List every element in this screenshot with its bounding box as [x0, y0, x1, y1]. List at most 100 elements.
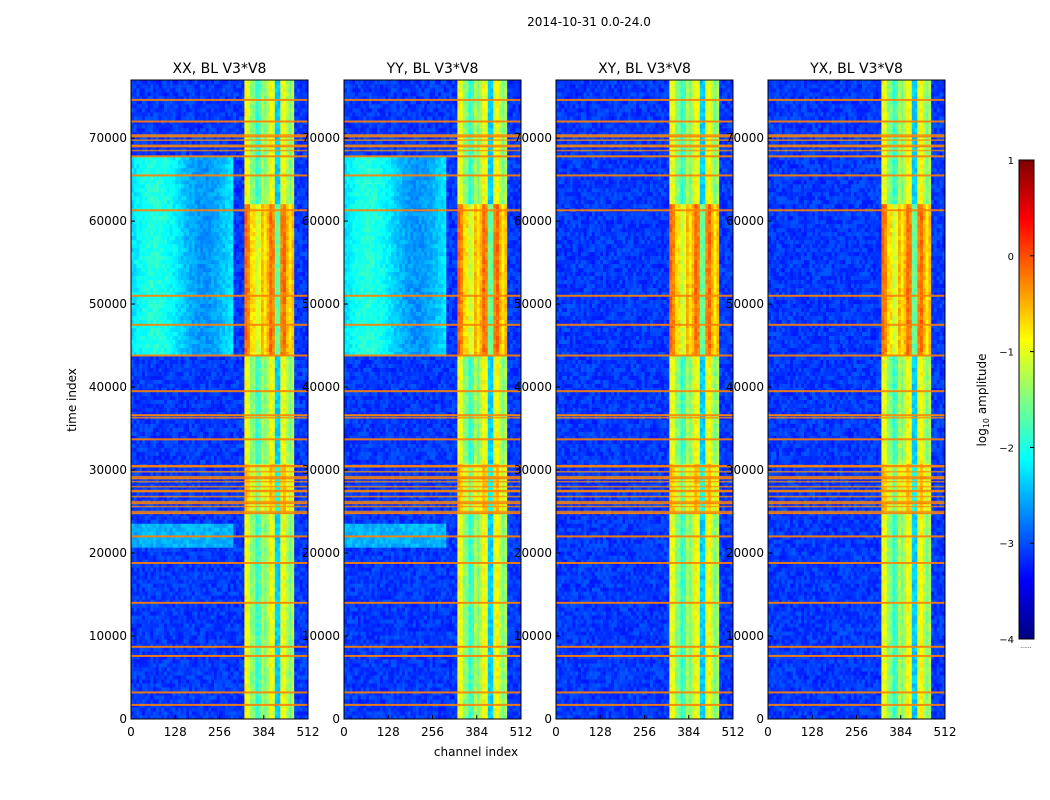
heatmap-cell — [150, 671, 153, 675]
heatmap-cell — [222, 687, 225, 691]
heatmap-cell — [178, 671, 181, 675]
heatmap-cell — [280, 671, 283, 675]
heatmap-cell — [250, 683, 253, 687]
heatmap-cell — [239, 667, 242, 671]
heatmap-cell — [161, 663, 164, 667]
heatmap-cell — [137, 687, 140, 691]
heatmap-cell — [228, 687, 231, 691]
heatmap-cell — [220, 687, 223, 691]
heatmap-cell — [220, 707, 223, 711]
heatmap-cell — [272, 679, 275, 683]
heatmap-cell — [148, 671, 151, 675]
heatmap-cell — [272, 667, 275, 671]
heatmap-cell — [255, 659, 258, 663]
heatmap-cell — [239, 663, 242, 667]
heatmap-cell — [170, 667, 173, 671]
heatmap-cell — [222, 659, 225, 663]
heatmap-cell — [280, 711, 283, 715]
heatmap-cell — [156, 687, 159, 691]
heatmap-cell — [250, 687, 253, 691]
heatmap-cell — [159, 707, 162, 711]
heatmap-cell — [197, 711, 200, 715]
heatmap-cell — [206, 659, 209, 663]
heatmap-cell — [139, 675, 142, 679]
heatmap-cell — [167, 683, 170, 687]
heatmap-cell — [172, 675, 175, 679]
heatmap-cell — [192, 679, 195, 683]
y-axis-label: time index — [65, 368, 79, 432]
heatmap-cell — [189, 687, 192, 691]
heatmap-cell — [159, 663, 162, 667]
heatmap-cell — [142, 663, 145, 667]
heatmap-cell — [233, 695, 236, 699]
heatmap-cell — [255, 679, 258, 683]
heatmap-cell — [139, 695, 142, 699]
heatmap-cell — [161, 707, 164, 711]
heatmap-cell — [150, 659, 153, 663]
heatmap-cell — [236, 707, 239, 711]
heatmap-cell — [291, 683, 294, 687]
heatmap-cell — [200, 687, 203, 691]
heatmap-cell — [225, 699, 228, 703]
heatmap-cell — [203, 659, 206, 663]
heatmap-cell — [197, 707, 200, 711]
heatmap-cell — [153, 699, 156, 703]
heatmap-cell — [302, 671, 305, 675]
heatmap-cell — [261, 663, 264, 667]
heatmap-cell — [156, 675, 159, 679]
heatmap-cell — [184, 699, 187, 703]
heatmap-cell — [278, 659, 281, 663]
heatmap-cell — [233, 711, 236, 715]
heatmap-cell — [278, 695, 281, 699]
heatmap-cell — [261, 707, 264, 711]
heatmap-cell — [228, 675, 231, 679]
heatmap-cell — [161, 675, 164, 679]
heatmap-cell — [225, 683, 228, 687]
heatmap-cell — [236, 687, 239, 691]
heatmap-cell — [148, 683, 151, 687]
heatmap-cell — [250, 699, 253, 703]
heatmap-cell — [164, 671, 167, 675]
heatmap-cell — [236, 659, 239, 663]
heatmap-cell — [134, 707, 137, 711]
heatmap-cell — [225, 679, 228, 683]
heatmap-cell — [139, 659, 142, 663]
heatmap-cell — [267, 667, 270, 671]
heatmap-cell — [247, 659, 250, 663]
heatmap-cell — [167, 695, 170, 699]
heatmap-cell — [145, 671, 148, 675]
heatmap-cell — [242, 683, 245, 687]
heatmap-cell — [211, 699, 214, 703]
heatmap-cell — [175, 707, 178, 711]
heatmap-cell — [156, 679, 159, 683]
heatmap-cell — [145, 683, 148, 687]
heatmap-cell — [255, 695, 258, 699]
heatmap-cell — [269, 679, 272, 683]
heatmap-cell — [264, 675, 267, 679]
heatmap-cell — [275, 707, 278, 711]
heatmap-cell — [291, 707, 294, 711]
heatmap-cell — [297, 695, 300, 699]
heatmap-cell — [302, 679, 305, 683]
heatmap-cell — [247, 707, 250, 711]
heatmap-cell — [267, 683, 270, 687]
heatmap-cell — [225, 675, 228, 679]
heatmap-cell — [195, 687, 198, 691]
heatmap-cell — [255, 707, 258, 711]
heatmap-cell — [189, 663, 192, 667]
heatmap-cell — [211, 695, 214, 699]
heatmap-cell — [225, 687, 228, 691]
heatmap-cell — [233, 659, 236, 663]
heatmap-cell — [247, 667, 250, 671]
heatmap-cell — [233, 679, 236, 683]
heatmap-cell — [255, 683, 258, 687]
heatmap-cell — [134, 695, 137, 699]
heatmap-cell — [172, 659, 175, 663]
heatmap-cell — [264, 687, 267, 691]
heatmap-cell — [300, 711, 303, 715]
heatmap-cell — [178, 687, 181, 691]
heatmap-cell — [275, 659, 278, 663]
heatmap-cell — [142, 683, 145, 687]
heatmap-cell — [186, 667, 189, 671]
heatmap-cell — [164, 679, 167, 683]
